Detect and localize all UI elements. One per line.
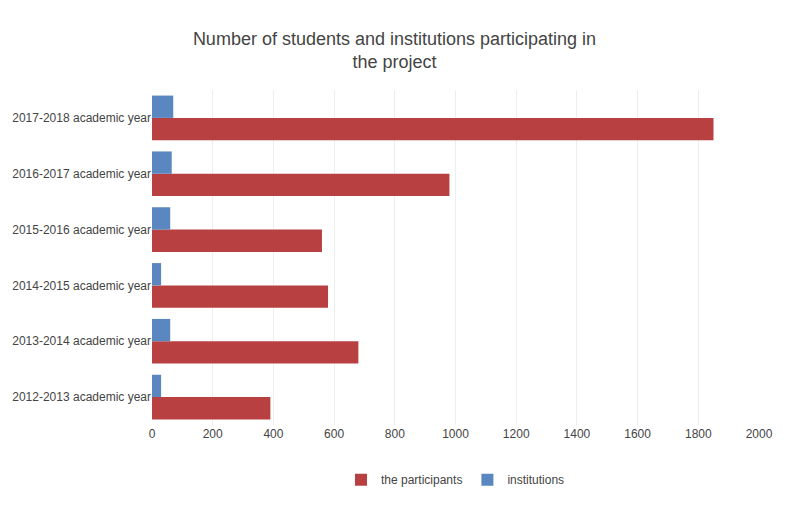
svg-text:2012-2013 academic year: 2012-2013 academic year [12, 390, 151, 404]
svg-text:2016-2017 academic year: 2016-2017 academic year [12, 167, 151, 181]
svg-text:800: 800 [385, 427, 405, 441]
svg-text:0: 0 [149, 427, 156, 441]
svg-text:2013-2014 academic year: 2013-2014 academic year [12, 334, 151, 348]
svg-text:1600: 1600 [624, 427, 651, 441]
svg-text:2017-2018 academic year: 2017-2018 academic year [12, 111, 151, 125]
svg-text:Number of students and institu: Number of students and institutions part… [193, 29, 596, 72]
svg-text:2014-2015 academic year: 2014-2015 academic year [12, 279, 151, 293]
svg-text:600: 600 [324, 427, 344, 441]
svg-text:200: 200 [203, 427, 223, 441]
svg-text:2015-2016 academic year: 2015-2016 academic year [12, 223, 151, 237]
svg-text:1800: 1800 [685, 427, 712, 441]
svg-text:1400: 1400 [564, 427, 591, 441]
svg-text:1200: 1200 [503, 427, 530, 441]
svg-text:1000: 1000 [442, 427, 469, 441]
svg-text:2000: 2000 [746, 427, 773, 441]
svg-text:institutions: institutions [507, 473, 564, 487]
svg-text:the participants: the participants [381, 473, 462, 487]
svg-text:400: 400 [263, 427, 283, 441]
